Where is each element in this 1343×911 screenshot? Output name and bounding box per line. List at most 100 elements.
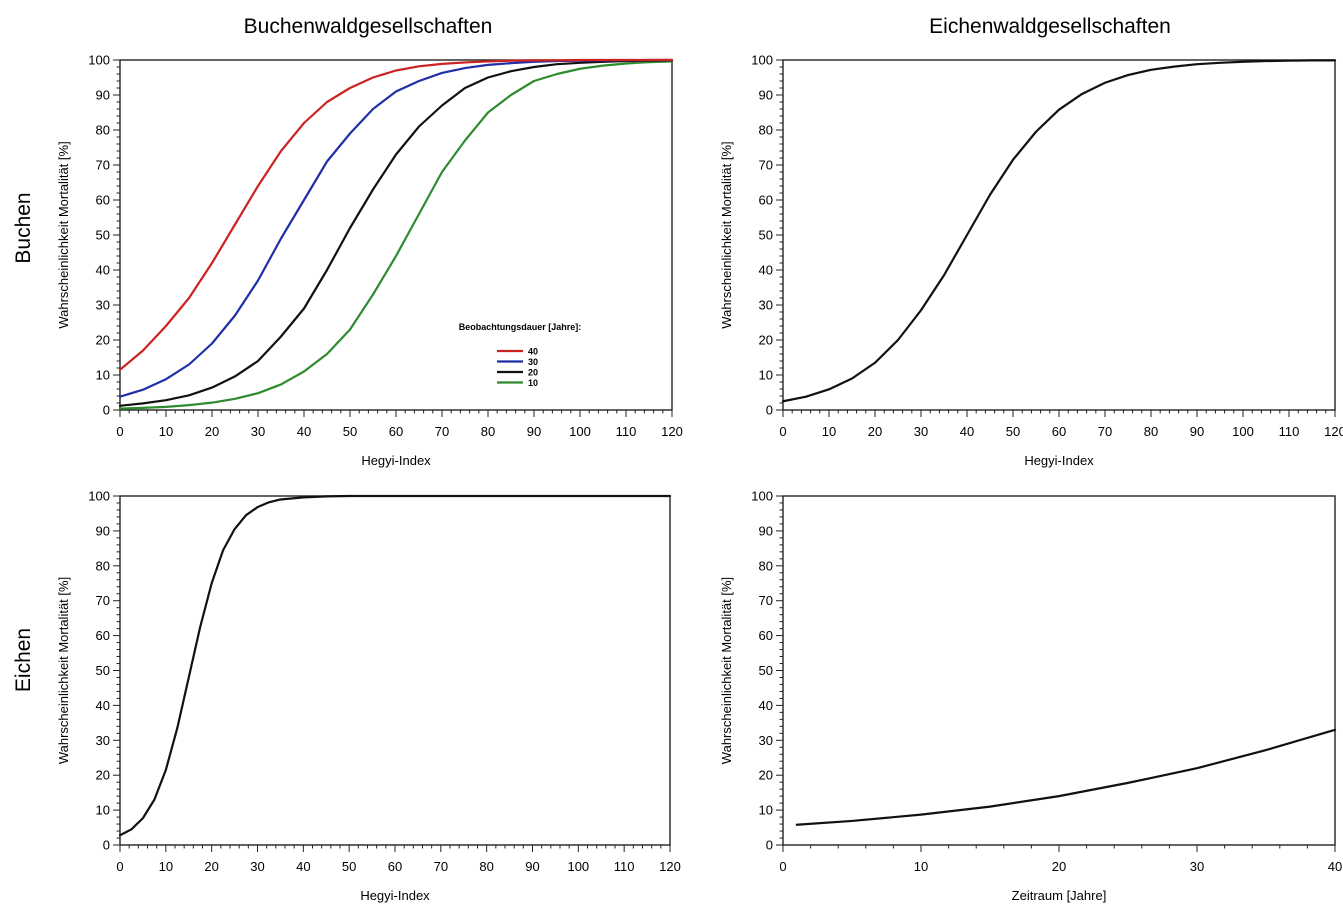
x-tick-label: 120: [661, 424, 683, 439]
legend-label-30: 30: [528, 357, 538, 367]
y-tick-label: 20: [759, 333, 773, 348]
legend-label-10: 10: [528, 378, 538, 388]
x-tick-label: 10: [822, 424, 836, 439]
chart-buchen-eichenwald: 0 10 20 30 40 50 60 70 80 90 100 0 10 20 30 40 50 60 70 80 9…: [719, 53, 1343, 469]
x-tick-label: 60: [1052, 424, 1066, 439]
x-axis-label: Hegyi-Index: [1024, 453, 1094, 468]
y-tick-label: 80: [96, 558, 110, 573]
y-tick-label: 90: [96, 523, 110, 538]
x-tick-label: 100: [567, 859, 589, 874]
y-tick-label: 10: [759, 368, 773, 383]
y-tick-label: 20: [96, 333, 110, 348]
x-tick-label: 70: [435, 424, 449, 439]
x-tick-label: 90: [525, 859, 539, 874]
x-tick-label: 110: [1279, 424, 1300, 439]
x-tick-label: 110: [616, 424, 637, 439]
y-tick-label: 30: [96, 733, 110, 748]
x-tick-label: 60: [388, 859, 402, 874]
x-tick-label: 0: [116, 424, 123, 439]
y-tick-label: 0: [103, 838, 110, 853]
x-tick-label: 90: [1190, 424, 1204, 439]
y-tick-label: 90: [759, 523, 773, 538]
row-title-buchen: Buchen: [12, 192, 35, 263]
legend-label-40: 40: [528, 347, 538, 357]
x-axis-label: Hegyi-Index: [360, 888, 430, 903]
series-line-0: [118, 494, 672, 837]
x-tick-label: 120: [1324, 424, 1343, 439]
x-tick-label: 70: [1098, 424, 1112, 439]
x-tick-label: 10: [159, 424, 173, 439]
y-tick-label: 60: [96, 628, 110, 643]
y-tick-label: 100: [751, 489, 773, 504]
x-tick-label: 110: [614, 859, 635, 874]
x-tick-label: 40: [296, 859, 310, 874]
y-tick-label: 50: [759, 228, 773, 243]
y-tick-label: 50: [96, 663, 110, 678]
x-tick-label: 40: [297, 424, 311, 439]
x-tick-label: 100: [569, 424, 591, 439]
y-tick-label: 100: [88, 489, 110, 504]
y-tick-label: 100: [88, 53, 110, 68]
x-tick-label: 10: [159, 859, 173, 874]
y-tick-label: 60: [759, 628, 773, 643]
chart-eichen-buchenwald: 0 10 20 30 40 50 60 70 80 90 100 0 10 20 30 40 50 60 70 80 9…: [56, 489, 681, 904]
series-line-0: [781, 59, 1337, 403]
x-tick-label: 50: [342, 859, 356, 874]
y-tick-label: 0: [766, 838, 773, 853]
x-tick-label: 0: [116, 859, 123, 874]
y-axis-label: Wahrscheinlichkeit Mortalität [%]: [719, 141, 734, 328]
y-tick-label: 40: [759, 263, 773, 278]
y-tick-label: 30: [759, 733, 773, 748]
x-axis-label: Hegyi-Index: [361, 453, 431, 468]
y-axis-label: Wahrscheinlichkeit Mortalität [%]: [56, 577, 71, 764]
y-tick-label: 40: [96, 263, 110, 278]
series-line-20: [118, 59, 674, 407]
series-line-0: [795, 728, 1337, 826]
x-tick-label: 50: [343, 424, 357, 439]
plot-frame: [782, 495, 1336, 846]
x-tick-label: 20: [868, 424, 882, 439]
y-tick-label: 30: [96, 298, 110, 313]
x-tick-label: 20: [204, 859, 218, 874]
chart-eichen-eichenwald: 0 10 20 30 40 50 60 70 80 90 100 0 10 20 30 40 Zeitraum …: [719, 489, 1342, 904]
x-tick-label: 80: [481, 424, 495, 439]
y-tick-label: 70: [96, 593, 110, 608]
y-tick-label: 50: [96, 228, 110, 243]
x-tick-label: 80: [1144, 424, 1158, 439]
y-tick-label: 60: [759, 193, 773, 208]
plot-frame: [119, 495, 671, 846]
x-tick-label: 0: [779, 859, 786, 874]
x-axis-label: Zeitraum [Jahre]: [1012, 888, 1107, 903]
x-tick-label: 50: [1006, 424, 1020, 439]
y-tick-label: 60: [96, 193, 110, 208]
x-tick-label: 30: [1190, 859, 1204, 874]
x-tick-label: 60: [389, 424, 403, 439]
column-title-buchenwald: Buchenwaldgesellschaften: [244, 15, 493, 38]
series-line-30: [118, 58, 674, 398]
x-tick-label: 20: [1052, 859, 1066, 874]
y-tick-label: 20: [759, 768, 773, 783]
x-tick-label: 30: [251, 424, 265, 439]
y-axis-label: Wahrscheinlichkeit Mortalität [%]: [56, 141, 71, 328]
x-tick-label: 100: [1232, 424, 1254, 439]
row-title-eichen: Eichen: [12, 628, 35, 692]
x-tick-label: 70: [434, 859, 448, 874]
y-tick-label: 70: [759, 158, 773, 173]
y-tick-label: 80: [759, 558, 773, 573]
plot-frame: [119, 59, 673, 411]
plot-frame: [782, 59, 1336, 411]
y-tick-label: 90: [759, 88, 773, 103]
x-tick-label: 10: [914, 859, 928, 874]
x-tick-label: 90: [527, 424, 541, 439]
y-axis-label: Wahrscheinlichkeit Mortalität [%]: [719, 577, 734, 764]
x-tick-label: 20: [205, 424, 219, 439]
x-tick-label: 40: [960, 424, 974, 439]
x-tick-label: 120: [659, 859, 681, 874]
legend-title: Beobachtungsdauer [Jahre]:: [459, 322, 582, 332]
column-title-eichenwald: Eichenwaldgesellschaften: [929, 15, 1171, 38]
y-tick-label: 90: [96, 88, 110, 103]
y-tick-label: 70: [96, 158, 110, 173]
y-tick-label: 40: [96, 698, 110, 713]
